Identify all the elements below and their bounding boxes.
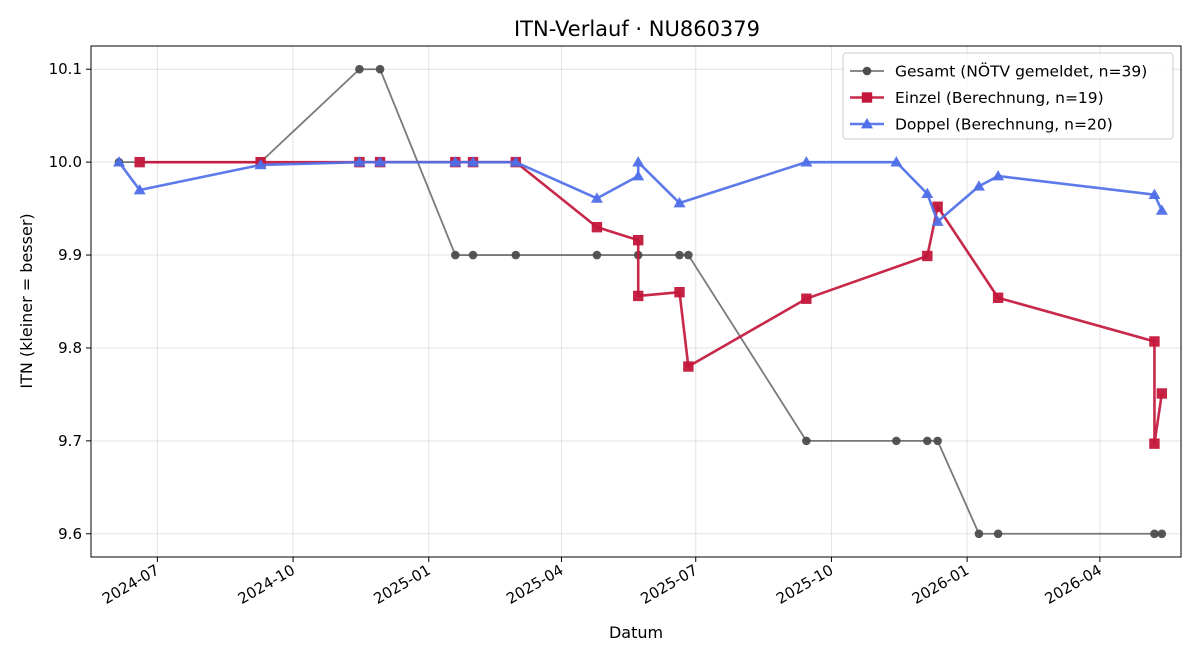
data-point	[674, 287, 685, 298]
data-point	[590, 192, 603, 203]
y-axis: 9.6 9.7 9.8 9.9 10.0 10.1	[49, 60, 91, 543]
plot-frame	[90, 45, 1182, 558]
data-point	[113, 156, 126, 167]
data-point	[673, 197, 686, 208]
data-point	[467, 156, 480, 167]
data-point	[375, 64, 385, 74]
x-tick-label: 2025-07	[637, 561, 700, 608]
data-point	[591, 221, 603, 233]
legend-marker	[861, 118, 873, 129]
data-point	[353, 156, 366, 167]
legend-entry: Doppel (Berechnung, n=20)	[850, 116, 1113, 134]
y-tick-label: 9.8	[58, 339, 82, 357]
series-triangle	[113, 156, 1168, 226]
data-point	[992, 170, 1005, 181]
data-point	[890, 156, 903, 167]
data-point	[592, 250, 602, 260]
data-point	[1148, 188, 1161, 199]
x-tick-label: 2026-01	[909, 561, 972, 608]
data-point	[1155, 204, 1168, 215]
legend-label: Gesamt (NÖTV gemeldet, n=39)	[895, 62, 1147, 81]
legend-box	[842, 52, 1174, 140]
x-tick-label: 2025-01	[370, 561, 433, 608]
x-axis-label: Datum	[609, 623, 663, 642]
data-point	[684, 250, 693, 260]
data-point	[633, 290, 644, 302]
data-point	[932, 201, 943, 212]
data-point	[451, 250, 460, 260]
data-point	[509, 156, 522, 167]
legend-label: Doppel (Berechnung, n=20)	[895, 116, 1113, 134]
data-point	[1149, 336, 1160, 347]
data-point	[355, 64, 364, 74]
data-point	[632, 156, 645, 167]
data-point	[1157, 529, 1167, 539]
y-axis-label: ITN (kleiner = besser)	[17, 213, 36, 388]
legend-entry: Einzel (Berechnung, n=19)	[850, 89, 1104, 107]
data-point	[1149, 438, 1160, 449]
y-tick-label: 9.6	[58, 525, 82, 543]
data-point	[801, 293, 812, 304]
x-tick-label: 2024-07	[99, 561, 162, 608]
legend-marker	[862, 66, 872, 76]
data-point	[449, 156, 462, 167]
data-point	[632, 170, 645, 181]
series-layer	[113, 64, 1168, 539]
y-tick-label: 9.7	[58, 432, 82, 450]
legend-marker	[861, 92, 873, 103]
data-point	[974, 529, 984, 539]
data-point	[933, 436, 942, 446]
series-line	[117, 160, 1164, 223]
data-point	[993, 529, 1003, 539]
data-point	[800, 156, 813, 167]
data-point	[923, 436, 932, 446]
data-point	[511, 250, 521, 260]
series-square	[134, 156, 1168, 449]
data-point	[972, 180, 985, 191]
data-point	[921, 187, 934, 199]
x-axis: 2024-07 2024-10 2025-01 2025-04 2025-07 2025-…	[99, 557, 1105, 608]
data-point	[892, 436, 901, 446]
x-tick-label: 2025-04	[503, 561, 566, 608]
data-point	[802, 436, 811, 446]
data-point	[675, 250, 684, 260]
data-point	[134, 156, 145, 168]
data-point	[254, 158, 267, 170]
chart-title: ITN-Verlauf · NU860379	[514, 17, 760, 41]
y-tick-label: 10.1	[49, 60, 82, 78]
data-point	[374, 156, 387, 167]
data-point	[931, 215, 944, 226]
y-tick-label: 10.0	[49, 153, 82, 171]
data-point	[683, 361, 694, 372]
data-point	[922, 250, 933, 262]
data-point	[992, 292, 1004, 303]
x-tick-label: 2024-10	[235, 561, 298, 608]
legend: Gesamt (NÖTV gemeldet, n=39) Einzel (Bere…	[842, 52, 1174, 140]
data-point	[1150, 529, 1159, 539]
data-point	[133, 184, 146, 195]
data-point	[468, 250, 478, 260]
x-tick-label: 2025-10	[773, 561, 836, 608]
data-point	[1156, 388, 1168, 399]
data-point	[633, 234, 644, 246]
legend-label: Einzel (Berechnung, n=19)	[895, 89, 1104, 107]
x-tick-label: 2026-04	[1042, 561, 1105, 608]
legend-entry: Gesamt (NÖTV gemeldet, n=39)	[850, 62, 1147, 81]
y-tick-label: 9.9	[58, 246, 82, 264]
